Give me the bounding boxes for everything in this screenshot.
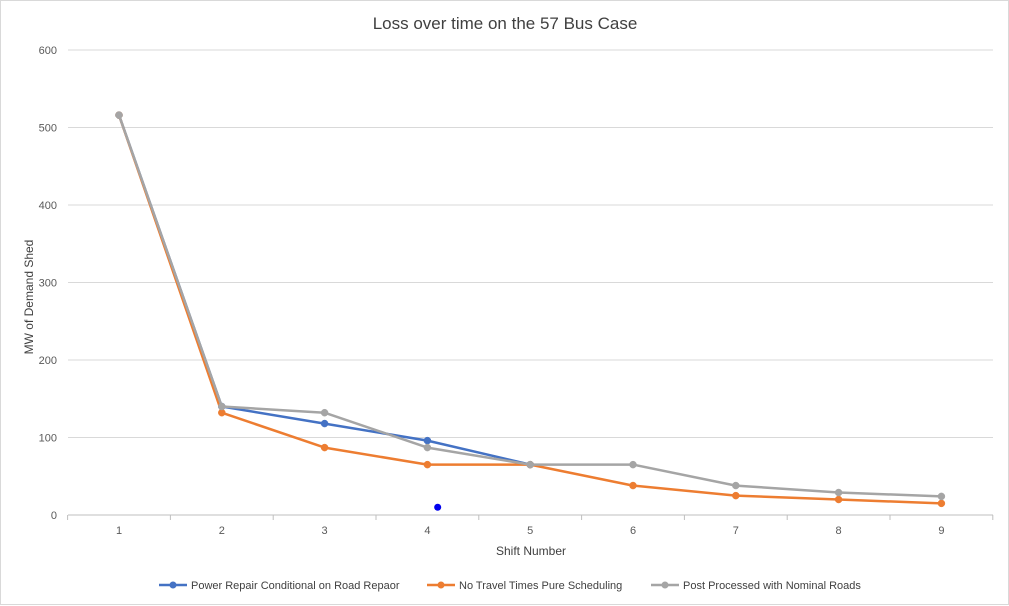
data-point	[115, 111, 123, 119]
data-point	[526, 460, 534, 469]
data-point	[423, 460, 432, 469]
legend-label: Power Repair Conditional on Road Repaor	[191, 580, 400, 592]
x-tick-label: 1	[116, 525, 122, 537]
legend-item: Power Repair Conditional on Road Repaor	[159, 580, 400, 592]
x-tick-label: 2	[219, 525, 225, 537]
x-tick-label: 5	[527, 525, 533, 537]
legend-item: Post Processed with Nominal Roads	[651, 580, 861, 592]
y-tick-label: 0	[51, 510, 57, 522]
legend-label: No Travel Times Pure Scheduling	[459, 580, 622, 592]
data-point	[320, 419, 329, 428]
series-3	[115, 111, 946, 501]
y-tick-label: 200	[39, 355, 57, 367]
data-point	[834, 495, 843, 504]
y-tick-label: 600	[39, 45, 57, 57]
data-point	[423, 443, 432, 452]
x-axis-title: Shift Number	[496, 544, 566, 558]
data-point	[834, 488, 843, 497]
y-tick-label: 400	[39, 200, 57, 212]
x-tick-label: 4	[424, 525, 430, 537]
x-tick-label: 9	[938, 525, 944, 537]
y-tick-label: 100	[39, 433, 57, 445]
y-tick-label: 500	[39, 123, 57, 135]
data-point	[937, 492, 946, 501]
gridlines	[68, 49, 993, 438]
data-point	[732, 491, 740, 500]
series-2	[115, 111, 946, 508]
series-line	[117, 113, 943, 505]
data-point	[937, 499, 946, 508]
legend-swatch-marker	[169, 581, 177, 589]
chart-title: Loss over time on the 57 Bus Case	[373, 14, 638, 33]
legend-swatch-marker	[437, 581, 445, 589]
axes: 0 100 200 300 400 500 600 1 2 3 4 5 6 7 8 9	[39, 45, 994, 537]
data-point	[732, 481, 740, 490]
legend: Power Repair Conditional on Road Repaor N…	[159, 580, 861, 592]
x-tick-label: 3	[322, 525, 328, 537]
data-point	[320, 408, 329, 417]
legend-item: No Travel Times Pure Scheduling	[427, 580, 622, 592]
legend-swatch-marker	[661, 581, 669, 589]
data-point	[629, 481, 637, 490]
x-tick-label: 8	[836, 525, 842, 537]
data-point	[423, 436, 432, 445]
x-tick-label: 6	[630, 525, 636, 537]
annotation-point	[434, 503, 442, 511]
y-tick-label: 300	[39, 278, 57, 290]
data-point	[218, 402, 226, 411]
data-point	[320, 443, 329, 452]
data-point	[629, 460, 637, 469]
y-axis-title: MW of Demand Shed	[22, 240, 36, 355]
series-lines	[115, 111, 946, 508]
legend-label: Post Processed with Nominal Roads	[683, 580, 861, 592]
annotations	[434, 503, 442, 511]
x-tick-label: 7	[733, 525, 739, 537]
series-line	[117, 113, 943, 498]
